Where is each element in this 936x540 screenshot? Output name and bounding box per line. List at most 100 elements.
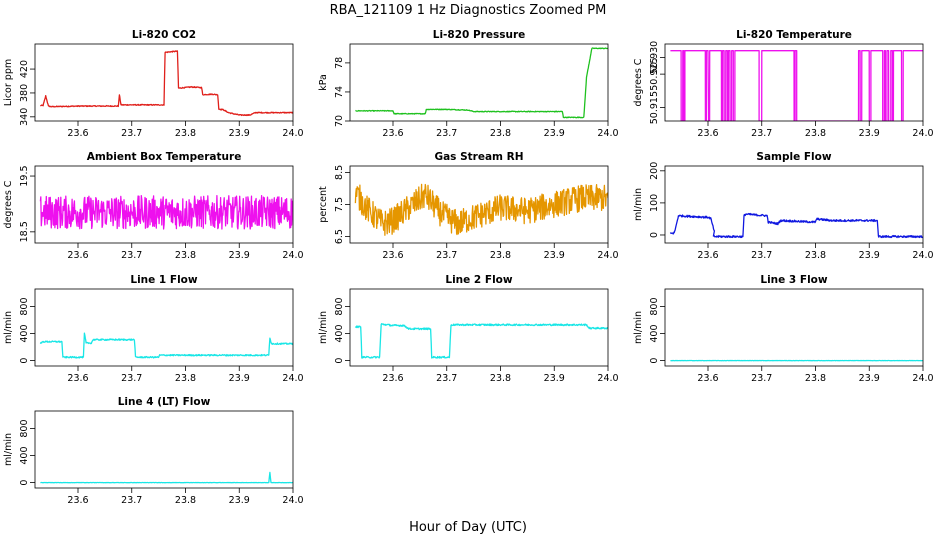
panel-ylabel: kPa: [318, 74, 329, 91]
series-line: [355, 47, 608, 119]
x-tick-label: 24.0: [912, 373, 933, 384]
y-tick-label: 800: [649, 297, 660, 315]
x-tick-label: 23.9: [229, 373, 250, 384]
x-tick-label: 23.7: [751, 128, 772, 139]
y-tick-label: 0: [649, 358, 660, 364]
y-tick-label: 6.5: [334, 229, 345, 244]
y-tick-label: 400: [334, 325, 345, 343]
figure-xlabel: Hour of Day (UTC): [409, 520, 527, 535]
y-tick-label: 7.5: [334, 197, 345, 212]
panel-ylabel: ml/min: [633, 188, 644, 221]
panel-title: Line 4 (LT) Flow: [118, 396, 211, 408]
x-tick-label: 23.6: [697, 128, 718, 139]
panel-2: Li-820 Pressure kPa 23.6 23.7 23.8 23.9 24.0 70…: [318, 29, 619, 139]
y-tick-label: 78: [334, 57, 345, 69]
panel-ylabel: Licor ppm: [3, 59, 14, 106]
panel-1: Li-820 CO2 Licor ppm 23.6 23.7 23.8 23.9 24.0 3…: [3, 29, 304, 139]
x-tick-label: 23.8: [805, 373, 826, 384]
x-tick-label: 23.6: [382, 250, 403, 261]
series-line: [354, 183, 608, 236]
x-tick-label: 23.9: [859, 128, 880, 139]
x-tick-label: 23.8: [175, 128, 196, 139]
x-tick-label: 23.9: [544, 250, 565, 261]
x-tick-label: 24.0: [597, 250, 618, 261]
panel-ylabel: ml/min: [318, 311, 329, 344]
panel-ylabel: ml/min: [3, 433, 14, 466]
x-tick-label: 24.0: [597, 128, 618, 139]
x-tick-label: 23.6: [697, 373, 718, 384]
series-line: [39, 194, 293, 230]
y-tick-label: 200: [649, 162, 660, 180]
panel-8: Line 2 Flow ml/min 23.6 23.7 23.8 23.9 24.0 0 40…: [318, 274, 619, 384]
x-tick-label: 23.7: [436, 128, 457, 139]
panel-title: Li-820 Pressure: [433, 29, 526, 41]
x-tick-label: 23.9: [544, 373, 565, 384]
panel-ylabel: ml/min: [633, 311, 644, 344]
y-tick-label: 70: [334, 115, 345, 127]
x-tick-label: 23.8: [175, 373, 196, 384]
panel-6: Sample Flow ml/min 23.6 23.7 23.8 23.9 24.0 0 10…: [633, 151, 934, 261]
x-tick-label: 23.6: [382, 128, 403, 139]
x-tick-label: 24.0: [912, 128, 933, 139]
panel-7: Line 1 Flow ml/min 23.6 23.7 23.8 23.9 24.0 0 40…: [3, 274, 304, 384]
x-tick-label: 23.6: [67, 250, 88, 261]
y-tick-label: 100: [649, 194, 660, 212]
y-tick-label: 50.930: [649, 41, 660, 74]
y-tick-label: 74: [334, 86, 345, 98]
plot-frame: [664, 43, 924, 122]
panel-ylabel: percent: [318, 186, 329, 223]
panel-9: Line 3 Flow ml/min 23.6 23.7 23.8 23.9 24.0 0 40…: [633, 274, 934, 384]
y-tick-label: 800: [19, 419, 30, 437]
y-tick-label: 380: [19, 84, 30, 102]
panel-title: Line 2 Flow: [445, 274, 512, 286]
plot-frame: [34, 288, 294, 367]
x-tick-label: 23.7: [121, 250, 142, 261]
x-tick-label: 23.8: [805, 128, 826, 139]
y-tick-label: 18.5: [19, 221, 30, 242]
y-tick-label: 0: [19, 480, 30, 486]
x-tick-label: 24.0: [282, 373, 303, 384]
x-tick-label: 24.0: [282, 128, 303, 139]
plot-frame: [349, 288, 609, 367]
x-tick-label: 23.6: [697, 250, 718, 261]
x-tick-label: 23.9: [229, 250, 250, 261]
plot-frame: [34, 165, 294, 244]
x-tick-label: 23.7: [121, 128, 142, 139]
plot-frame: [664, 165, 924, 244]
y-tick-label: 50.925: [649, 58, 660, 91]
series-line: [669, 212, 923, 239]
y-tick-label: 400: [19, 447, 30, 465]
panel-ylabel: degrees C: [3, 180, 14, 228]
x-tick-label: 24.0: [282, 495, 303, 506]
plot-frame: [34, 410, 294, 489]
y-tick-label: 800: [19, 297, 30, 315]
panel-title: Li-820 CO2: [132, 29, 196, 41]
panel-title: Li-820 Temperature: [736, 29, 852, 41]
x-tick-label: 23.9: [229, 495, 250, 506]
panel-title: Sample Flow: [756, 151, 831, 163]
x-tick-label: 23.6: [67, 373, 88, 384]
y-tick-label: 0: [19, 358, 30, 364]
panel-title: Line 1 Flow: [130, 274, 197, 286]
x-tick-label: 23.8: [490, 373, 511, 384]
y-tick-label: 420: [19, 60, 30, 78]
panel-title: Gas Stream RH: [434, 151, 523, 163]
x-tick-label: 23.9: [544, 128, 565, 139]
x-tick-label: 23.6: [67, 128, 88, 139]
figure-title: RBA_121109 1 Hz Diagnostics Zoomed PM: [330, 3, 607, 18]
panel-10: Line 4 (LT) Flow ml/min 23.6 23.7 23.8 23.9 24…: [3, 396, 304, 506]
x-tick-label: 23.6: [382, 373, 403, 384]
y-tick-label: 400: [649, 325, 660, 343]
panel-3: Li-820 Temperature degrees C 23.6 23.7 23.8 2…: [633, 29, 934, 139]
y-tick-label: 800: [334, 297, 345, 315]
x-tick-label: 23.7: [436, 250, 457, 261]
x-tick-label: 23.7: [751, 250, 772, 261]
x-tick-label: 23.7: [436, 373, 457, 384]
panel-5: Gas Stream RH percent 23.6 23.7 23.8 23.9 24.0…: [318, 151, 619, 261]
x-tick-label: 23.6: [67, 495, 88, 506]
x-tick-label: 23.8: [175, 250, 196, 261]
x-tick-label: 24.0: [912, 250, 933, 261]
panel-4: Ambient Box Temperature degrees C 23.6 23.7…: [3, 151, 304, 261]
x-tick-label: 24.0: [282, 250, 303, 261]
